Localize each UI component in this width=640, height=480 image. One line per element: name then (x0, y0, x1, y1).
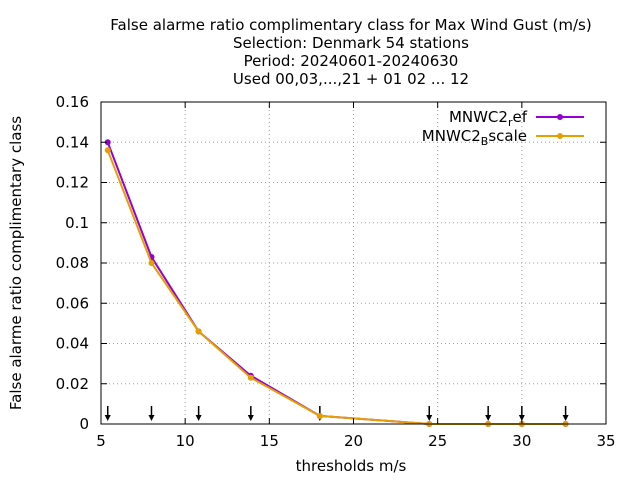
threshold-markers (104, 406, 569, 421)
threshold-arrow-icon (485, 406, 492, 421)
threshold-arrow-icon (247, 406, 254, 421)
threshold-arrow-icon (426, 406, 433, 421)
y-tick-label: 0.14 (56, 133, 89, 151)
data-point (148, 260, 155, 266)
y-tick-label: 0.12 (56, 174, 89, 192)
title-line-4: Used 00,03,...,21 + 01 02 ... 12 (233, 70, 469, 88)
title-line-3: Period: 20240601-20240630 (244, 52, 459, 70)
threshold-arrow-icon (195, 406, 202, 421)
y-tick-label: 0.06 (56, 294, 89, 312)
series-line-2 (106, 149, 566, 425)
legend-marker-1 (557, 114, 563, 120)
threshold-arrow-icon (148, 406, 155, 421)
axis-ticks: 5 10 15 20 25 30 35 0 0.02 0.04 0.06 0.08 0.1 0.12 0.1… (56, 93, 616, 450)
title-line-2: Selection: Denmark 54 stations (233, 34, 469, 52)
x-axis-label: thresholds m/s (296, 457, 407, 475)
legend-marker-2 (557, 133, 563, 139)
data-point (195, 328, 202, 335)
data-point (104, 139, 111, 146)
data-point (247, 374, 254, 381)
chart-title: False alarme ratio complimentary class f… (110, 16, 591, 88)
y-tick-label: 0 (79, 415, 89, 433)
y-tick-label: 0.02 (56, 375, 89, 393)
grid-lines (101, 102, 606, 424)
series-lines (104, 139, 569, 427)
x-tick-label: 35 (596, 432, 615, 450)
data-point (316, 412, 323, 419)
threshold-arrow-icon (562, 406, 569, 421)
y-axis-label: False alarme ratio complimentary class (7, 116, 25, 410)
y-tick-label: 0.08 (56, 254, 89, 272)
legend-label-2: MNWC2Bscale (422, 127, 527, 148)
x-tick-label: 25 (428, 432, 447, 450)
x-tick-label: 10 (176, 432, 195, 450)
x-tick-label: 30 (512, 432, 531, 450)
title-line-1: False alarme ratio complimentary class f… (110, 16, 591, 34)
threshold-arrow-icon (104, 406, 111, 421)
plot-frame (100, 101, 607, 425)
legend-label-1: MNWC2ref (449, 108, 528, 129)
x-tick-label: 5 (96, 432, 106, 450)
x-tick-label: 20 (344, 432, 363, 450)
y-tick-label: 0.1 (65, 214, 89, 232)
series-line-1 (106, 141, 566, 425)
x-tick-label: 15 (260, 432, 279, 450)
data-point (104, 147, 111, 154)
y-tick-label: 0.04 (56, 335, 89, 353)
y-tick-label: 0.16 (56, 93, 89, 111)
